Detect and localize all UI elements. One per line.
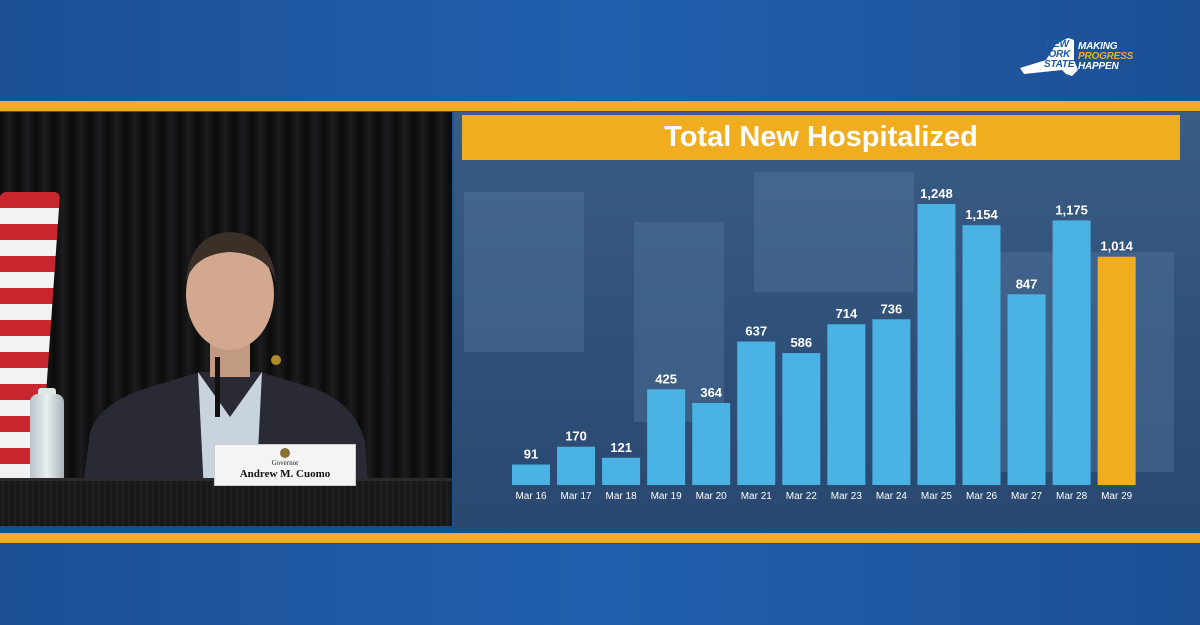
bar-mar-25: [917, 204, 956, 485]
x-tick-label: Mar 21: [741, 491, 773, 502]
bar-mar-22: [782, 353, 821, 485]
lab-background-shelf: [464, 192, 584, 352]
x-tick-label: Mar 24: [876, 491, 908, 502]
data-label: 847: [1016, 276, 1038, 291]
bar-mar-19: [647, 389, 686, 485]
nameplate-name: Andrew M. Cuomo: [239, 468, 331, 480]
nameplate: Governor Andrew M. Cuomo: [214, 444, 356, 486]
video-feed: Governor Andrew M. Cuomo: [0, 112, 452, 526]
bar-mar-21: [737, 341, 776, 485]
data-label: 1,154: [965, 207, 998, 222]
data-label: 1,248: [920, 186, 953, 201]
bar-mar-16: [512, 464, 550, 485]
water-bottle: [30, 394, 64, 484]
bar-mar-29: [1097, 256, 1136, 485]
slogan-making: MAKING: [1078, 41, 1118, 52]
bottle-cap: [38, 388, 56, 398]
data-label: 637: [745, 324, 767, 339]
x-tick-label: Mar 27: [1011, 491, 1043, 502]
slogan-happen: HAPPEN: [1078, 61, 1119, 72]
lab-background-person: [634, 222, 724, 422]
data-label: 170: [565, 429, 587, 444]
bar-mar-17: [557, 446, 596, 485]
bar-mar-20: [692, 403, 731, 485]
bar-mar-28: [1052, 220, 1091, 485]
speaker-figure: [80, 232, 370, 512]
logo-new: NEW: [1046, 39, 1069, 50]
data-label: 425: [655, 371, 677, 386]
x-tick-label: Mar 23: [831, 491, 863, 502]
chart-panel: Total New Hospitalized 91 Mar 16 170 Mar 17…: [454, 112, 1200, 530]
gold-divider-top: [0, 101, 1200, 111]
data-label: 91: [524, 447, 538, 462]
bar-mar-26: [962, 225, 1001, 485]
data-label: 121: [610, 440, 632, 455]
data-label: 1,175: [1055, 202, 1088, 217]
logo-state: STATE: [1044, 59, 1075, 70]
x-tick-label: Mar 19: [651, 491, 683, 502]
data-label: 1,014: [1100, 239, 1133, 254]
bottom-banner: [0, 544, 1200, 625]
x-tick-label: Mar 22: [786, 491, 818, 502]
x-tick-label: Mar 16: [515, 491, 547, 502]
top-banner: NEW YORK STATE MAKING PROGRESS HAPPEN: [0, 0, 1200, 100]
state-seal-icon: [280, 448, 290, 458]
chart-title: Total New Hospitalized: [664, 121, 978, 153]
nys-logo: NEW YORK STATE MAKING PROGRESS HAPPEN: [1016, 30, 1134, 82]
x-tick-label: Mar 17: [560, 491, 592, 502]
x-tick-label: Mar 26: [966, 491, 998, 502]
data-label: 586: [790, 335, 812, 350]
x-tick-label: Mar 29: [1101, 491, 1133, 502]
bar-mar-18: [602, 457, 641, 485]
new-york-state-outline-icon: [1020, 38, 1078, 76]
slogan-progress: PROGRESS: [1078, 51, 1134, 62]
data-label: 714: [835, 306, 857, 321]
data-label: 364: [700, 385, 722, 400]
x-tick-label: Mar 25: [921, 491, 953, 502]
data-label: 736: [881, 301, 903, 316]
x-tick-label: Mar 28: [1056, 491, 1088, 502]
bar-mar-27: [1007, 294, 1046, 485]
logo-york: YORK: [1042, 49, 1071, 60]
x-tick-label: Mar 20: [696, 491, 728, 502]
bar-chart: 91 Mar 16 170 Mar 17 121 Mar 18 425 Mar 19 364 Ma…: [512, 186, 1136, 502]
chart-title-bar: Total New Hospitalized: [462, 115, 1180, 160]
gold-divider-bottom: [0, 533, 1200, 543]
bar-mar-23: [827, 324, 866, 485]
nameplate-title: Governor: [271, 459, 299, 467]
lab-background-equipment: [754, 172, 914, 292]
bar-mar-24: [872, 319, 911, 485]
x-tick-label: Mar 18: [606, 491, 638, 502]
